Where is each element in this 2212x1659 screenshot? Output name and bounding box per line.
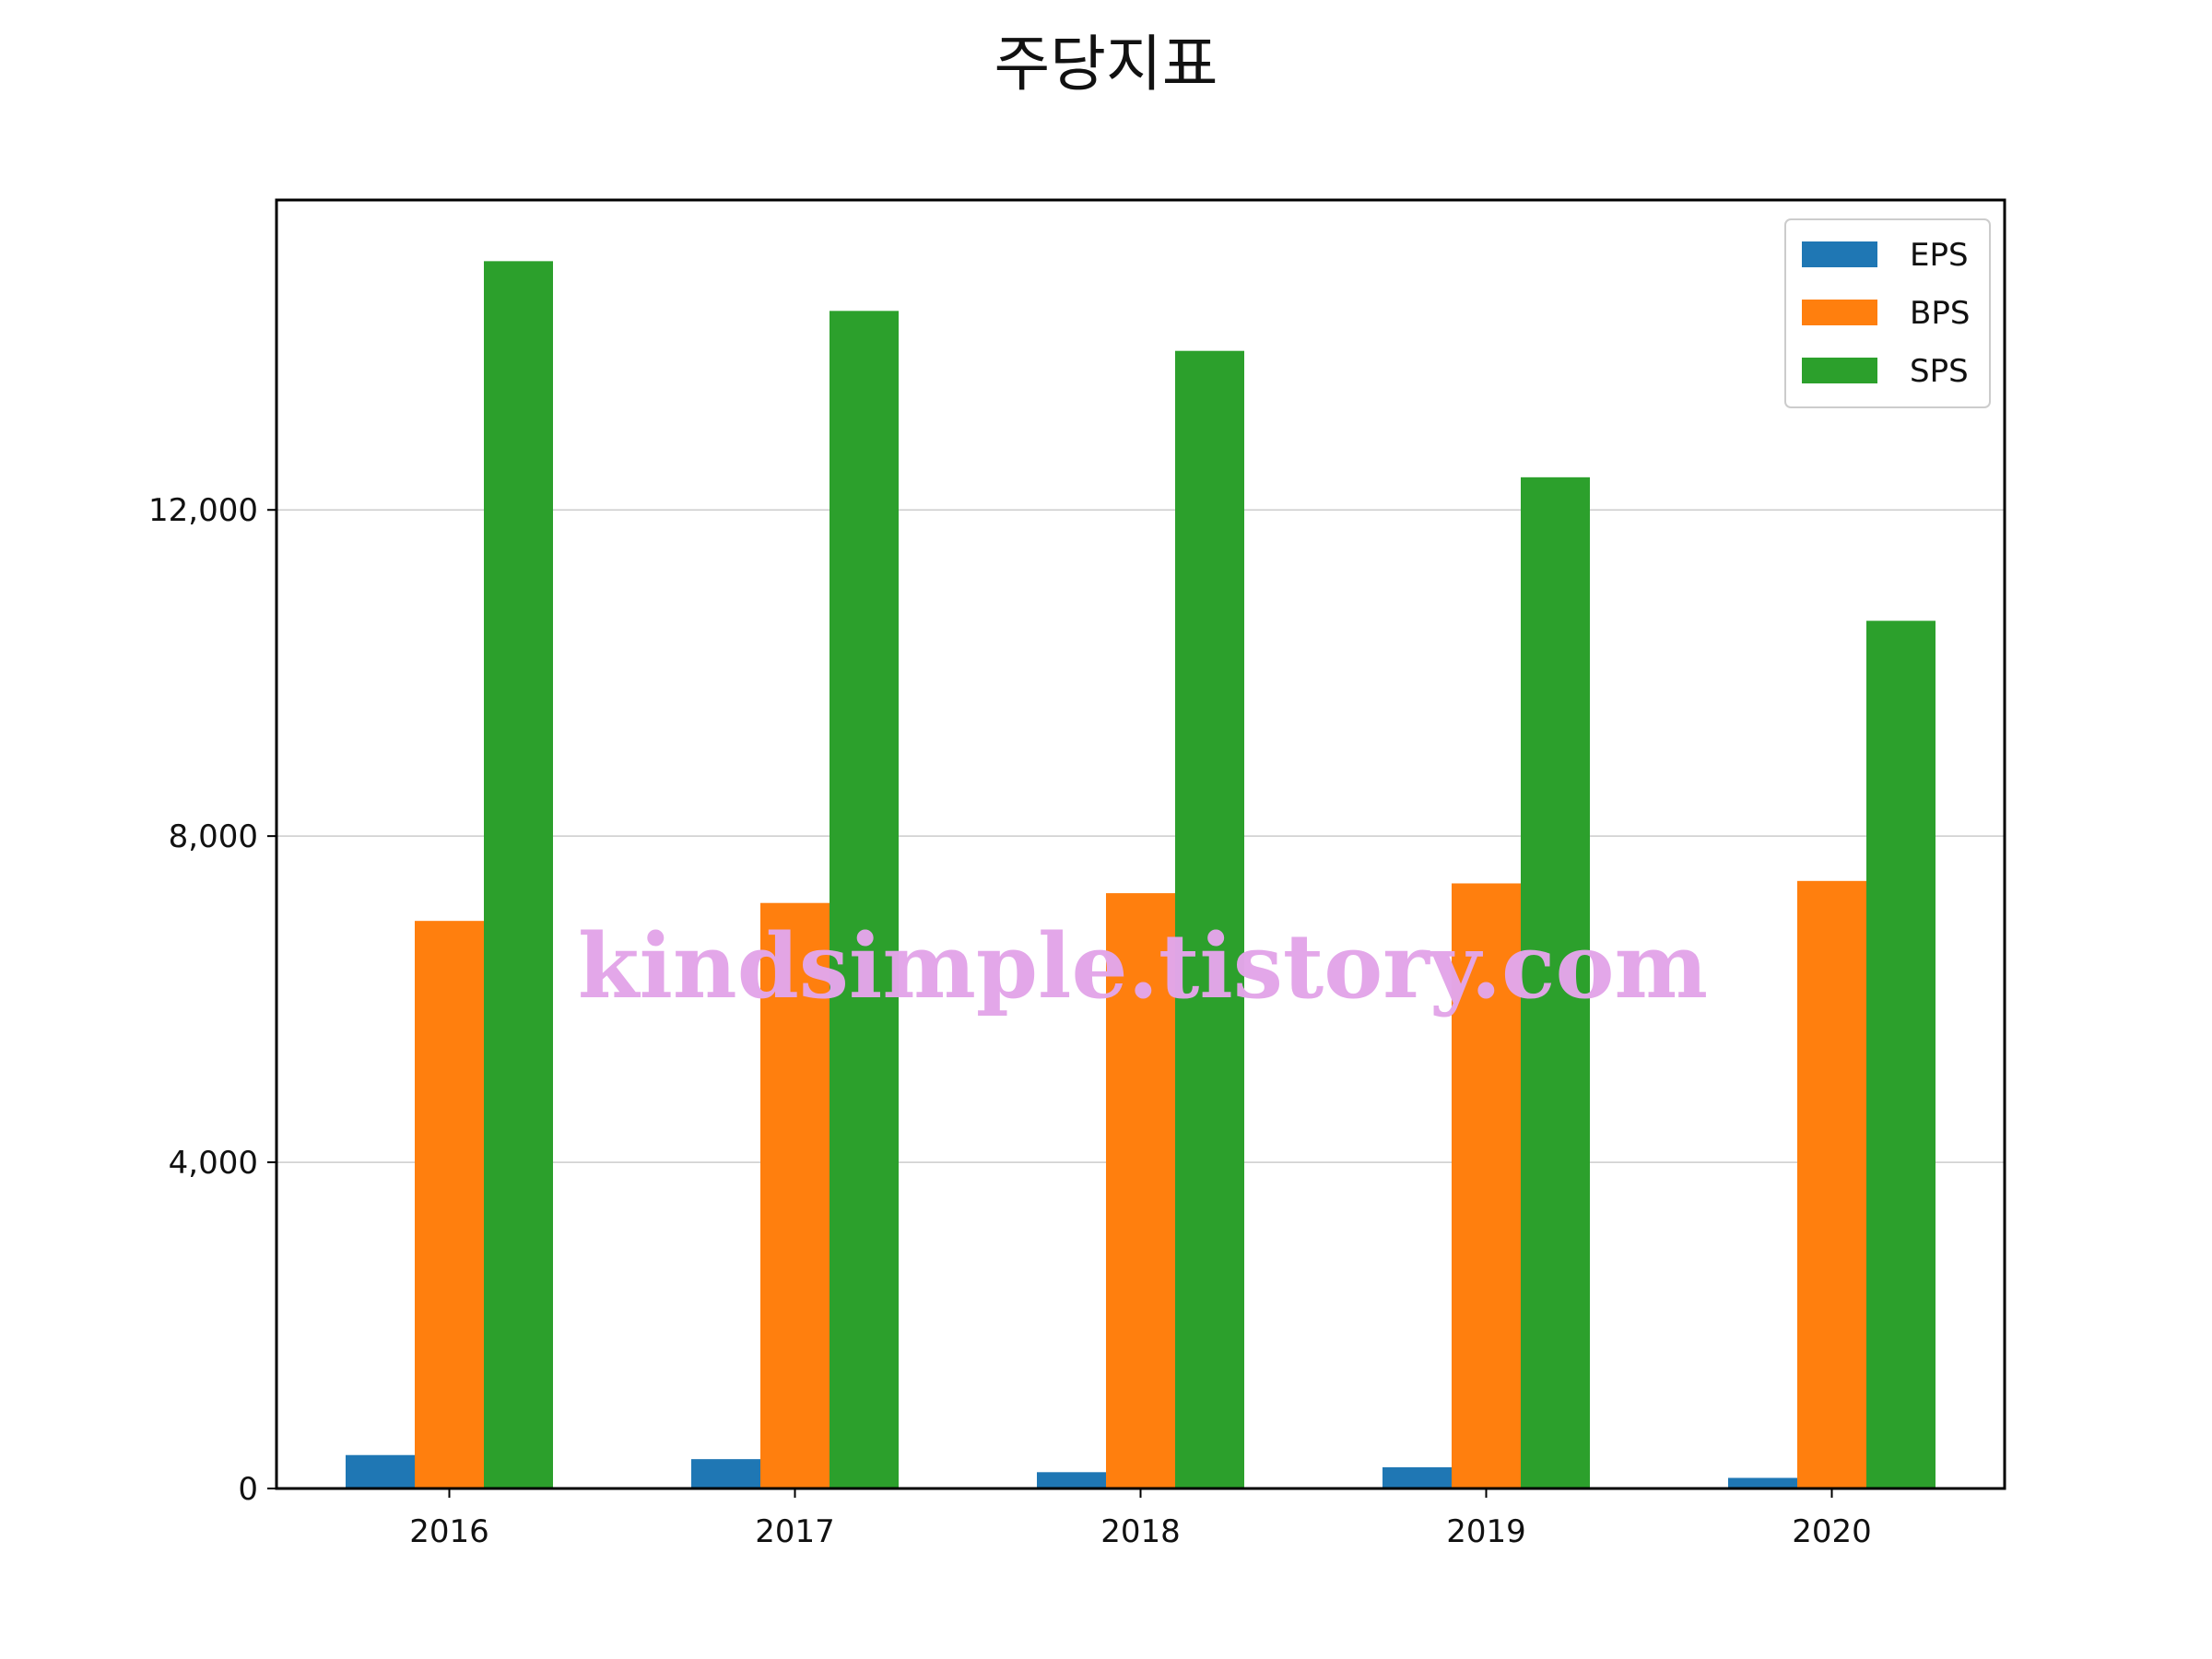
axis-ticks: 0 4,000 8,000 12,000 2016 2017 2018 2019 2020 <box>148 492 1872 1550</box>
x-tick-label: 2019 <box>1446 1513 1526 1550</box>
legend-swatch-sps <box>1802 358 1877 383</box>
bar-bps-2020 <box>1797 880 1866 1488</box>
legend-swatch-eps <box>1802 241 1877 267</box>
legend: EPS BPS SPS <box>1784 218 1991 408</box>
y-tick-label: 4,000 <box>169 1145 258 1182</box>
y-tick-label: 12,000 <box>148 492 258 529</box>
bar-sps-2018 <box>1175 350 1244 1488</box>
legend-swatch-bps <box>1802 300 1877 325</box>
bar-sps-2019 <box>1521 477 1590 1488</box>
legend-label-sps: SPS <box>1910 353 1969 390</box>
bar-bps-2019 <box>1452 883 1521 1488</box>
bar-eps-2018 <box>1037 1472 1106 1488</box>
bar-eps-2019 <box>1382 1466 1452 1488</box>
legend-label-bps: BPS <box>1910 295 1970 332</box>
x-tick-label: 2020 <box>1792 1513 1872 1550</box>
bar-bps-2017 <box>760 902 830 1488</box>
bar-sps-2017 <box>830 311 899 1488</box>
bar-sps-2020 <box>1866 620 1936 1488</box>
bar-eps-2016 <box>346 1454 415 1488</box>
chart-title: 주당지표 <box>994 29 1218 100</box>
legend-label-eps: EPS <box>1910 237 1969 274</box>
x-tick-label: 2018 <box>1100 1513 1181 1550</box>
bar-bps-2016 <box>415 921 484 1488</box>
bar-eps-2017 <box>691 1459 760 1488</box>
watermark-text: kindsimple.tistory.com <box>578 914 1708 1018</box>
bar-eps-2020 <box>1728 1477 1797 1488</box>
bar-series-group <box>346 261 1936 1489</box>
bar-bps-2018 <box>1106 893 1175 1488</box>
bar-sps-2016 <box>484 261 553 1489</box>
x-tick-label: 2016 <box>409 1513 489 1550</box>
y-tick-label: 8,000 <box>169 818 258 855</box>
x-tick-label: 2017 <box>755 1513 835 1550</box>
y-tick-label: 0 <box>238 1471 258 1508</box>
